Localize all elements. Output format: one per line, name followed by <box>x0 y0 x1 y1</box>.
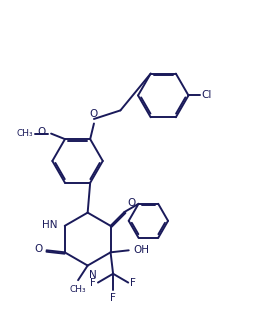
Text: O: O <box>90 109 98 119</box>
Text: F: F <box>110 293 116 303</box>
Text: O: O <box>37 127 46 137</box>
Text: HN: HN <box>42 219 58 230</box>
Text: F: F <box>130 278 136 288</box>
Text: F: F <box>90 278 96 288</box>
Text: CH₃: CH₃ <box>17 129 33 138</box>
Text: Cl: Cl <box>202 90 212 100</box>
Text: CH₃: CH₃ <box>70 285 86 294</box>
Text: O: O <box>34 244 43 254</box>
Text: N: N <box>89 270 97 280</box>
Text: OH: OH <box>133 245 149 255</box>
Text: O: O <box>127 198 136 208</box>
